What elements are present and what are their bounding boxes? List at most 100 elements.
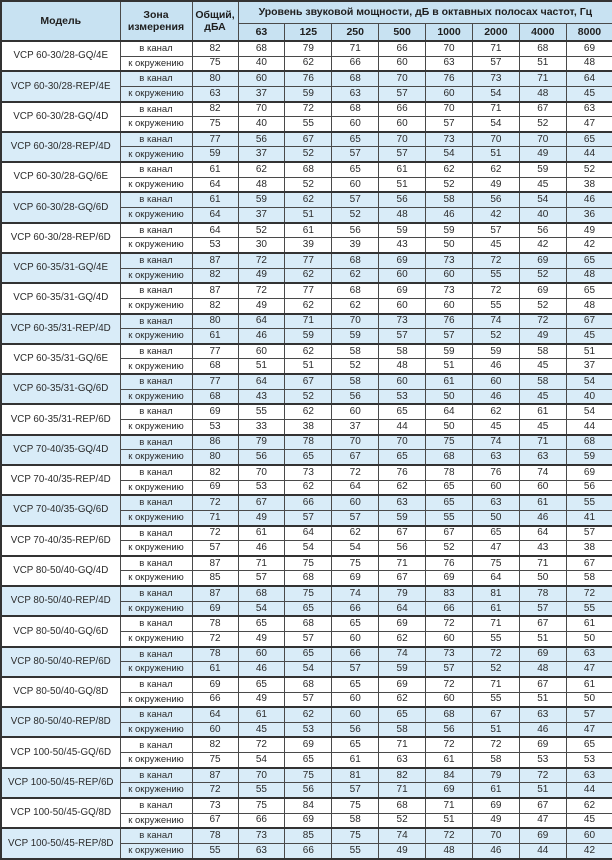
level-cell-63: 49 bbox=[237, 509, 286, 527]
col-header-freq-8000: 8000 bbox=[565, 23, 612, 42]
level-cell-1000: 68 bbox=[425, 449, 473, 466]
level-cell-500: 69 bbox=[378, 251, 427, 269]
level-cell-250: 67 bbox=[331, 449, 380, 466]
level-cell-500: 82 bbox=[378, 766, 427, 784]
level-cell-250: 39 bbox=[331, 237, 380, 254]
level-cell-500: 57 bbox=[378, 146, 427, 163]
zone-cell-duct: в канал bbox=[119, 645, 193, 663]
level-cell-500: 70 bbox=[378, 130, 427, 148]
level-cell-8000: 65 bbox=[565, 251, 612, 269]
total-dba-cell: 72 bbox=[191, 494, 239, 511]
level-cell-500: 56 bbox=[378, 191, 427, 209]
model-cell: VCP 60-30/28-GQ/6E bbox=[0, 161, 121, 193]
level-cell-63: 56 bbox=[237, 130, 286, 148]
level-cell-500: 60 bbox=[378, 297, 427, 315]
level-cell-2000: 70 bbox=[471, 827, 520, 844]
level-cell-125: 77 bbox=[284, 282, 333, 299]
level-cell-63: 51 bbox=[237, 358, 286, 375]
level-cell-500: 44 bbox=[378, 419, 427, 436]
total-dba-cell: 73 bbox=[191, 797, 239, 814]
total-dba-cell: 87 bbox=[191, 251, 239, 269]
level-cell-2000: 59 bbox=[471, 342, 520, 360]
level-cell-2000: 60 bbox=[471, 373, 520, 390]
model-row-ambient: к окружению 60 45 53 56 58 56 51 46 47 bbox=[1, 721, 612, 738]
level-cell-125: 68 bbox=[284, 161, 333, 178]
zone-cell-duct: в канал bbox=[119, 403, 193, 421]
level-cell-250: 52 bbox=[331, 358, 380, 375]
model-row-ambient: к окружению 68 43 52 56 53 50 46 45 40 bbox=[1, 388, 612, 405]
level-cell-2000: 60 bbox=[471, 479, 520, 496]
model-row-ambient: к окружению 57 46 54 54 56 52 47 43 38 bbox=[1, 540, 612, 557]
level-cell-250: 58 bbox=[331, 373, 380, 390]
level-cell-63: 48 bbox=[237, 176, 286, 193]
total-dba-cell: 72 bbox=[191, 782, 239, 799]
level-cell-4000: 63 bbox=[518, 706, 567, 723]
level-cell-2000: 51 bbox=[471, 721, 520, 738]
total-dba-cell: 75 bbox=[191, 116, 239, 133]
level-cell-500: 49 bbox=[378, 842, 427, 860]
model-row-duct: VCP 60-35/31-GQ/4E в канал 87 72 77 68 69 73 72 6… bbox=[0, 251, 612, 284]
level-cell-125: 62 bbox=[284, 297, 333, 315]
level-cell-1000: 72 bbox=[425, 827, 473, 844]
level-cell-500: 68 bbox=[378, 797, 427, 814]
col-header-freq-4000: 4000 bbox=[518, 23, 567, 42]
level-cell-63: 46 bbox=[237, 328, 286, 345]
level-cell-8000: 61 bbox=[565, 615, 612, 632]
level-cell-8000: 58 bbox=[565, 570, 612, 587]
total-dba-cell: 64 bbox=[191, 176, 239, 193]
level-cell-1000: 60 bbox=[425, 267, 473, 284]
level-cell-250: 75 bbox=[331, 554, 380, 572]
level-cell-125: 53 bbox=[284, 721, 333, 738]
level-cell-63: 79 bbox=[237, 433, 286, 451]
total-dba-cell: 87 bbox=[191, 282, 239, 299]
level-cell-63: 46 bbox=[237, 661, 286, 678]
model-cell: VCP 60-30/28-GQ/4D bbox=[0, 100, 121, 133]
level-cell-63: 68 bbox=[237, 585, 286, 602]
level-cell-4000: 54 bbox=[518, 191, 567, 209]
total-dba-cell: 69 bbox=[191, 675, 239, 693]
level-cell-125: 38 bbox=[284, 419, 333, 436]
model-cell: VCP 60-35/31-GQ/4D bbox=[0, 282, 121, 315]
level-cell-500: 58 bbox=[378, 342, 427, 360]
level-cell-125: 78 bbox=[284, 433, 333, 451]
level-cell-4000: 40 bbox=[518, 207, 567, 224]
level-cell-250: 55 bbox=[331, 842, 380, 860]
level-cell-250: 62 bbox=[331, 524, 380, 542]
model-row-duct: VCP 60-35/31-GQ/6D в канал 77 64 67 58 60 61 60 5… bbox=[0, 373, 612, 405]
level-cell-2000: 72 bbox=[471, 645, 520, 663]
zone-cell-duct: в канал bbox=[119, 433, 193, 451]
col-header-spl-group: Уровень звуковой мощности, дБ в октавных… bbox=[237, 0, 612, 24]
level-cell-8000: 53 bbox=[565, 752, 612, 769]
level-cell-63: 57 bbox=[237, 570, 286, 587]
level-cell-8000: 57 bbox=[565, 524, 612, 542]
zone-cell-duct: в канал bbox=[119, 494, 193, 511]
level-cell-125: 52 bbox=[284, 176, 333, 193]
level-cell-250: 56 bbox=[331, 388, 380, 405]
level-cell-63: 66 bbox=[237, 812, 286, 829]
level-cell-250: 61 bbox=[331, 752, 380, 769]
level-cell-63: 60 bbox=[237, 70, 286, 87]
level-cell-4000: 52 bbox=[518, 116, 567, 133]
level-cell-250: 66 bbox=[331, 600, 380, 617]
level-cell-63: 72 bbox=[237, 251, 286, 269]
level-cell-8000: 54 bbox=[565, 373, 612, 390]
level-cell-2000: 72 bbox=[471, 251, 520, 269]
model-cell: VCP 70-40/35-GQ/4D bbox=[0, 433, 121, 466]
level-cell-250: 57 bbox=[331, 782, 380, 799]
total-dba-cell: 80 bbox=[191, 70, 239, 87]
level-cell-500: 74 bbox=[378, 645, 427, 663]
level-cell-250: 57 bbox=[331, 661, 380, 678]
level-cell-500: 65 bbox=[378, 706, 427, 723]
level-cell-4000: 78 bbox=[518, 585, 567, 602]
zone-cell-duct: в канал bbox=[119, 130, 193, 148]
level-cell-4000: 45 bbox=[518, 388, 567, 405]
level-cell-500: 71 bbox=[378, 554, 427, 572]
zone-cell-ambient: к окружению bbox=[119, 812, 193, 829]
level-cell-8000: 64 bbox=[565, 70, 612, 87]
level-cell-1000: 64 bbox=[425, 403, 473, 421]
level-cell-8000: 44 bbox=[565, 782, 612, 799]
level-cell-250: 60 bbox=[331, 630, 380, 648]
level-cell-125: 75 bbox=[284, 554, 333, 572]
level-cell-63: 40 bbox=[237, 55, 286, 72]
level-cell-125: 57 bbox=[284, 509, 333, 527]
